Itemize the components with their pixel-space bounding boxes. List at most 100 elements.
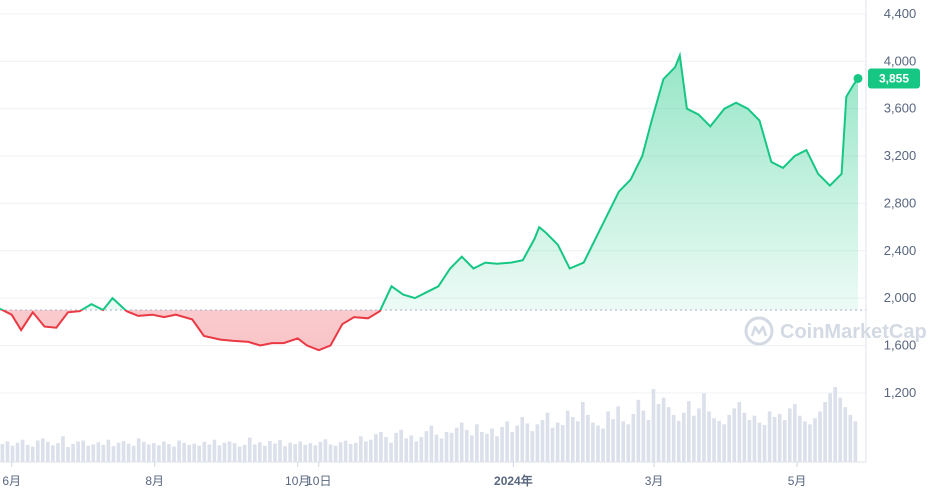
volume-bar: [555, 422, 560, 462]
volume-bar: [187, 444, 191, 462]
current-price-marker[interactable]: [853, 73, 863, 83]
volume-bar: [762, 425, 767, 462]
y-tick-label: 1,600: [884, 338, 917, 353]
volume-bar: [676, 420, 681, 462]
volume-bar: [530, 431, 535, 462]
volume-bar: [162, 441, 166, 462]
volume-bar: [535, 424, 540, 462]
volume-bar: [424, 431, 429, 462]
volume-bar: [495, 436, 499, 462]
volume-bar: [707, 411, 711, 462]
volume-bar: [0, 444, 5, 462]
volume-bar: [449, 432, 454, 462]
volume-bar: [601, 428, 605, 462]
gridlines: [0, 13, 866, 394]
volume-bar: [772, 417, 777, 462]
volume-bar: [621, 421, 626, 462]
volume-bar: [767, 411, 772, 462]
volume-bar: [661, 397, 666, 462]
price-line-down: [0, 309, 382, 352]
x-tick-label: 5月: [788, 474, 807, 488]
volume-bar: [348, 444, 353, 462]
volume-bar: [742, 412, 747, 462]
volume-bar: [101, 444, 106, 462]
volume-bar: [237, 446, 242, 462]
watermark: CoinMarketCap: [744, 316, 927, 346]
volume-bar: [15, 442, 20, 462]
volume-bar: [570, 417, 575, 462]
y-axis-ticks: 4,400 4,000 3,600 3,200 2,800 2,400 2,000 1,600…: [884, 6, 917, 400]
volume-bar: [717, 420, 721, 462]
volume-bar: [823, 402, 827, 462]
volume-bar: [666, 407, 671, 462]
volume-bar: [818, 411, 822, 462]
volume-bar: [328, 444, 333, 462]
volume-bar: [843, 407, 848, 462]
volume-bar: [106, 439, 111, 462]
volume-bar: [131, 445, 136, 462]
volume-bar: [86, 445, 91, 462]
x-tick-label: 2024年: [494, 473, 533, 488]
volume-bar: [616, 406, 620, 462]
volume-bar: [182, 442, 186, 462]
volume-bar: [697, 408, 701, 462]
volume-bar: [596, 425, 600, 462]
volume-bar: [606, 411, 610, 462]
volume-bar: [429, 425, 434, 462]
volume-bar: [419, 437, 424, 462]
volume-bar: [338, 442, 343, 462]
volume-bar: [505, 421, 509, 462]
volume-bar: [51, 445, 55, 462]
volume-bar: [343, 440, 348, 462]
volume-bar: [192, 443, 197, 462]
volume-bar: [30, 446, 35, 462]
x-tick-label: 10日: [306, 474, 331, 488]
volume-bar: [464, 429, 469, 462]
volume-bar: [656, 404, 661, 462]
watermark-logo-icon: [744, 316, 774, 346]
volume-bar: [480, 432, 484, 462]
volume-bar: [81, 440, 85, 462]
volume-bar: [157, 445, 161, 462]
volume-bar: [434, 434, 439, 462]
price-area-up: [0, 55, 858, 310]
volume-bar: [828, 393, 832, 462]
volume-bar: [217, 445, 222, 462]
volume-bar: [636, 399, 641, 462]
volume-bar: [671, 414, 676, 462]
volume-bar: [96, 442, 101, 462]
volume-bar: [525, 423, 530, 462]
volume-bar: [303, 444, 308, 462]
volume-bar: [333, 445, 338, 462]
volume-bar: [838, 397, 843, 462]
volume-bar: [222, 442, 227, 462]
volume-bar: [692, 415, 696, 462]
price-line-up: [0, 51, 859, 310]
volume-bar: [374, 434, 378, 462]
y-tick-label: 4,000: [884, 53, 917, 68]
volume-bar: [389, 442, 393, 462]
volume-bar: [273, 443, 277, 462]
y-tick-label: 2,400: [884, 243, 917, 258]
volume-bar: [313, 445, 318, 462]
volume-bar: [611, 419, 615, 462]
y-tick-label: 2,000: [884, 290, 917, 305]
volume-bar: [591, 422, 595, 462]
volume-bar: [25, 444, 30, 462]
volume-bar: [798, 415, 802, 462]
volume-bar: [490, 428, 494, 462]
volume-bar: [308, 443, 313, 462]
y-tick-label: 3,600: [884, 101, 917, 116]
volume-bar: [268, 441, 272, 462]
volume-bar: [540, 420, 545, 462]
volume-bar: [363, 441, 368, 462]
volume-bar: [737, 402, 742, 462]
volume-bar: [631, 414, 636, 462]
volume-bar: [384, 437, 388, 462]
volume-bar: [358, 436, 363, 462]
volume-bar: [475, 424, 479, 462]
x-tick-label: 6月: [2, 474, 21, 488]
volume-bar: [202, 441, 207, 462]
